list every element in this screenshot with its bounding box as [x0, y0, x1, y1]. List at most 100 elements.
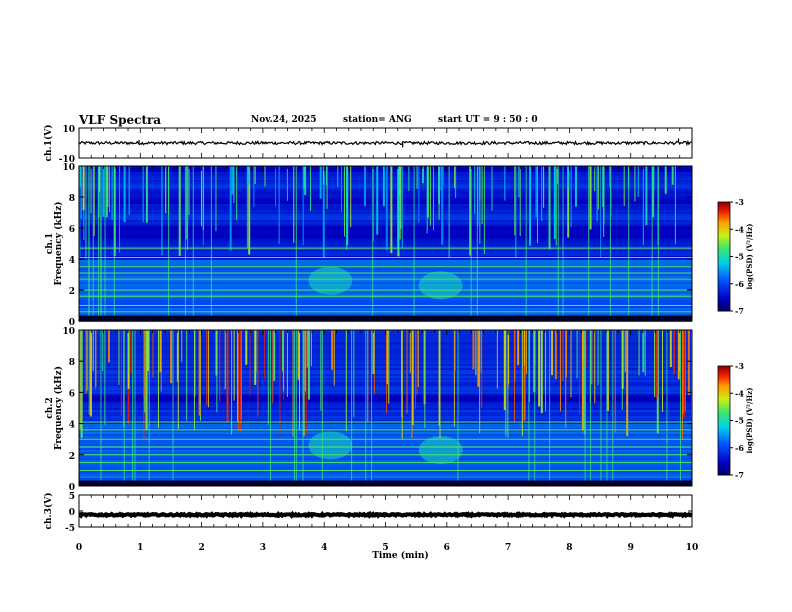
- colorbar-swatch: [718, 436, 730, 440]
- spectral-band: [79, 248, 692, 250]
- spectral-band: [79, 268, 692, 270]
- spectral-band: [79, 364, 692, 366]
- spectral-band: [79, 206, 692, 208]
- spectral-band: [79, 284, 692, 286]
- spectral-band: [79, 430, 692, 432]
- colorbar-swatch: [718, 267, 730, 270]
- colorbar-swatch: [718, 422, 730, 425]
- colorbar-swatch: [718, 385, 730, 389]
- colorbar-swatch: [718, 247, 730, 250]
- colorbar-swatch: [718, 447, 730, 451]
- spectral-band: [79, 308, 692, 310]
- spectral-band: [79, 310, 692, 312]
- spectral-band: [79, 280, 692, 282]
- spectral-band: [79, 176, 692, 178]
- spectral-band: [79, 232, 692, 234]
- colorbar-swatch: [718, 260, 730, 263]
- spectral-band: [79, 200, 692, 202]
- colorbar-swatch: [718, 442, 730, 445]
- colorbar-swatch: [718, 241, 730, 245]
- spectral-band: [79, 210, 692, 212]
- spectral-band: [79, 472, 692, 474]
- spectral-band: [79, 194, 692, 196]
- spectral-band: [79, 420, 692, 422]
- spectral-band: [79, 224, 692, 226]
- y-tick-label: 4: [69, 256, 75, 266]
- spectral-band: [79, 276, 692, 278]
- spectral-band: [79, 458, 692, 460]
- colorbar-swatch: [718, 378, 730, 382]
- colorbar-swatch: [718, 251, 730, 254]
- colorbar-swatch: [718, 398, 730, 402]
- y-tick-label: 2: [69, 452, 75, 462]
- spectral-band: [79, 246, 692, 248]
- spectral-band: [79, 392, 692, 394]
- colorbar-swatch: [718, 418, 730, 421]
- colorbar-swatch: [718, 294, 730, 297]
- colorbar-swatch: [718, 220, 730, 223]
- spectral-band: [79, 216, 692, 218]
- colorbar-swatch: [718, 424, 730, 427]
- y-tick-label: 0: [69, 508, 75, 518]
- noise-burst: [308, 266, 353, 295]
- colorbar-swatch: [718, 271, 730, 274]
- spectral-band: [79, 348, 692, 350]
- spectral-band: [79, 172, 692, 174]
- x-tick-label: 3: [260, 543, 266, 553]
- colorbar-swatch: [718, 429, 730, 432]
- spectral-band: [79, 376, 692, 378]
- spectral-band: [79, 478, 692, 480]
- spectral-band: [79, 402, 692, 404]
- spectral-band: [79, 298, 692, 300]
- colorbar-swatch: [718, 211, 730, 214]
- spectral-band: [79, 250, 692, 252]
- spectral-band: [79, 362, 692, 364]
- ch1-spectrogram-panel: 0 2 4 6 8 10 ch.1 Frequency (kHz): [45, 163, 693, 328]
- spectral-band: [79, 436, 692, 438]
- colorbar-swatch: [718, 229, 730, 232]
- noise-burst: [418, 271, 463, 300]
- colorbar-swatch: [718, 291, 730, 294]
- spectral-band: [79, 244, 692, 246]
- ch1-spectrogram-channel-label: ch.1: [45, 233, 55, 254]
- spectral-band: [79, 408, 692, 410]
- spectral-band: [79, 218, 692, 220]
- colorbar-tick-label: -3: [735, 197, 744, 207]
- colorbar-swatch: [718, 209, 730, 212]
- colorbar-swatch: [718, 303, 730, 307]
- spectral-band: [79, 230, 692, 232]
- colorbar-swatch: [718, 225, 730, 228]
- spectral-band: [79, 384, 692, 386]
- colorbar-swatch: [718, 433, 730, 436]
- spectral-band: [79, 204, 692, 206]
- spectral-band: [79, 302, 692, 304]
- colorbar-swatch: [718, 376, 730, 380]
- colorbar-swatch: [718, 444, 730, 447]
- spectral-band: [79, 350, 692, 352]
- spectral-band: [79, 428, 692, 430]
- spectral-band: [79, 342, 692, 344]
- colorbar-tick-label: -3: [735, 361, 744, 371]
- colorbar-swatch: [718, 409, 730, 412]
- colorbar-swatch: [718, 221, 730, 225]
- spectral-band: [79, 434, 692, 436]
- spectral-band: [79, 220, 692, 222]
- colorbar-swatch: [718, 469, 730, 472]
- y-tick-label: 10: [62, 125, 75, 135]
- spectral-band: [79, 464, 692, 466]
- colorbar-swatch: [718, 281, 730, 285]
- colorbar-swatch: [718, 276, 730, 279]
- colorbar-swatch: [718, 393, 730, 396]
- colorbar-swatch: [718, 254, 730, 257]
- spectral-band: [79, 432, 692, 434]
- colorbar-swatch: [718, 287, 730, 290]
- spectral-band: [79, 190, 692, 192]
- ch2-spectrogram-ylabel: Frequency (kHz): [53, 366, 64, 450]
- colorbar-swatch: [718, 203, 730, 207]
- spectral-band: [79, 234, 692, 236]
- spectral-band: [79, 442, 692, 444]
- x-axis-label: Time (min): [372, 550, 429, 561]
- chart-title: VLF Spectra: [79, 113, 162, 127]
- colorbar-swatch: [718, 307, 730, 310]
- ch1-colorbar: -3 -4 -5 -6 -7 log(PSD) (V²/Hz): [717, 197, 754, 316]
